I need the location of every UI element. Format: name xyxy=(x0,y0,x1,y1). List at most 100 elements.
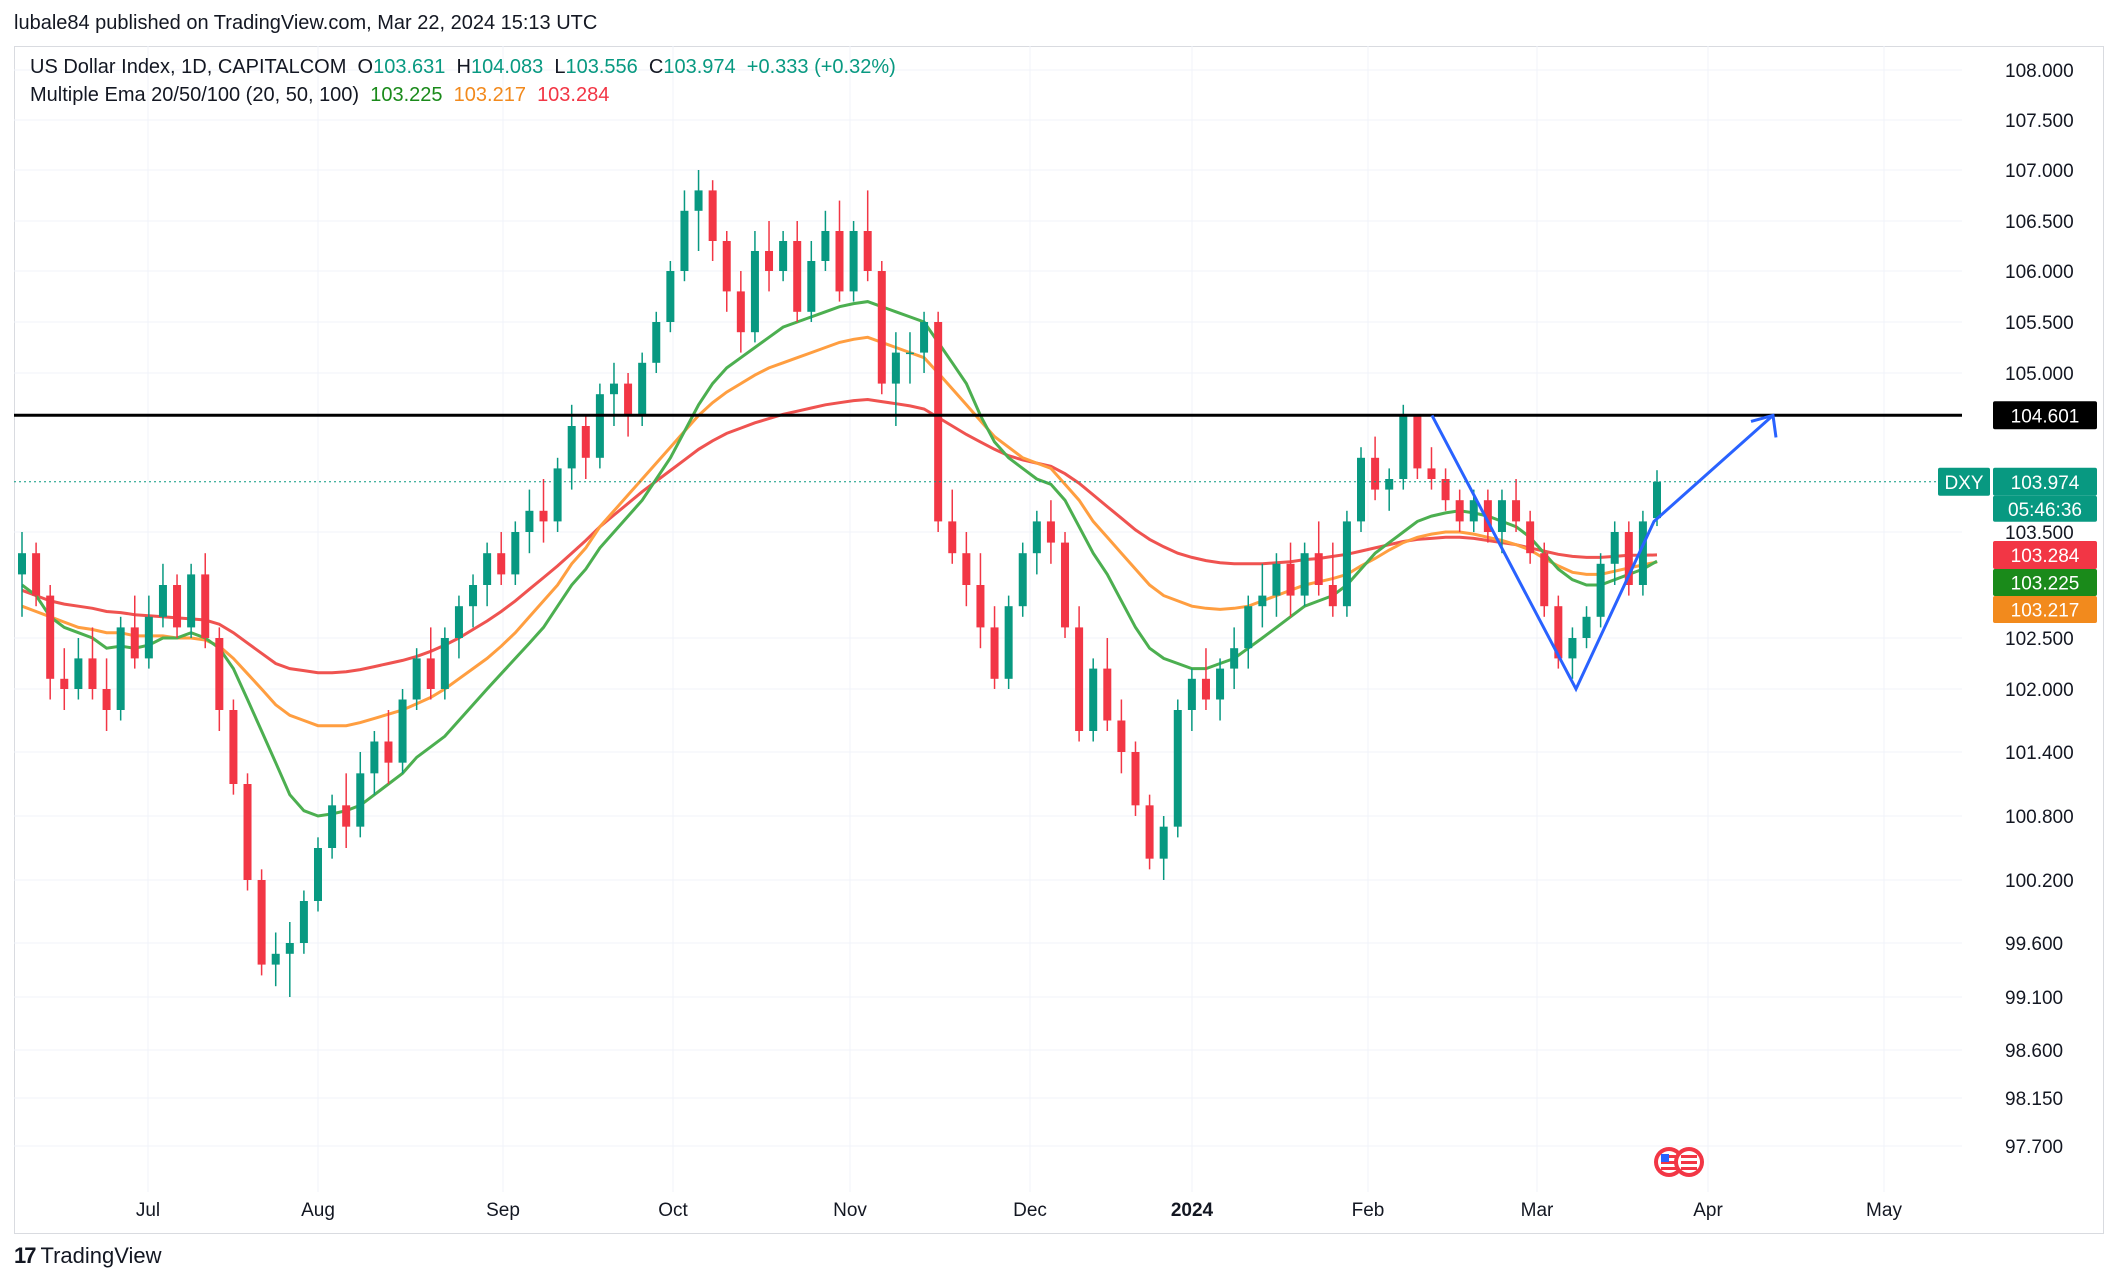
candle-body xyxy=(271,953,280,965)
chart-pane[interactable] xyxy=(14,46,2104,1234)
candle-body xyxy=(144,616,153,659)
candle xyxy=(666,261,675,333)
candle-body xyxy=(765,251,774,271)
v-pattern-line xyxy=(1430,414,1774,693)
candle-body xyxy=(1554,606,1563,659)
us-flag-icon[interactable] xyxy=(1652,1145,1708,1179)
candle-body xyxy=(1201,678,1210,700)
candle xyxy=(511,521,520,585)
candle xyxy=(1300,542,1309,607)
candle xyxy=(976,553,985,649)
arrowhead-icon xyxy=(1750,413,1778,438)
ema100-badge-text: 103.284 xyxy=(2011,546,2080,567)
candle xyxy=(469,574,478,628)
candle xyxy=(1216,658,1225,721)
low-label: L xyxy=(554,56,566,78)
candle xyxy=(1497,489,1506,554)
candle xyxy=(1103,638,1112,731)
price-tick-label: 99.600 xyxy=(2005,934,2063,955)
candle xyxy=(1089,658,1098,742)
candle-body xyxy=(1427,468,1436,479)
candle-body xyxy=(835,231,844,292)
candle xyxy=(1610,521,1619,585)
candle xyxy=(821,210,830,271)
candle-body xyxy=(1159,826,1168,859)
ema20-line xyxy=(21,300,1658,818)
candle-body xyxy=(1089,668,1098,731)
ema50-badge-text: 103.217 xyxy=(2011,601,2080,622)
candle-body xyxy=(1230,648,1239,669)
candle xyxy=(116,616,125,721)
tradingview-logo[interactable]: 17 TradingView xyxy=(14,1243,162,1269)
candle-body xyxy=(1526,521,1535,554)
ema100-badge-bg xyxy=(1993,541,2097,569)
candle xyxy=(328,794,337,859)
candle-body xyxy=(18,553,26,575)
candle-body xyxy=(948,521,957,554)
tradingview-brand-text: TradingView xyxy=(40,1243,162,1268)
price-tick-label: 107.500 xyxy=(2005,111,2074,132)
symbol-label[interactable]: US Dollar Index, 1D, CAPITALCOM xyxy=(30,56,347,78)
candle-body xyxy=(1314,553,1323,585)
price-tick-label: 108.000 xyxy=(2005,61,2074,82)
candle xyxy=(398,689,407,774)
price-tick-label: 102.500 xyxy=(2005,629,2074,650)
candle-body xyxy=(60,678,69,689)
candle-body xyxy=(539,510,548,522)
candle xyxy=(130,595,139,669)
candle xyxy=(1512,479,1521,532)
resistance-badge-text: 104.601 xyxy=(2011,406,2080,427)
candle xyxy=(990,606,999,689)
candle xyxy=(1455,489,1464,532)
ema50-badge: 103.217 xyxy=(1993,596,2097,623)
candle-body xyxy=(1413,415,1422,469)
candle xyxy=(877,261,886,395)
candle-body xyxy=(342,805,351,827)
candle xyxy=(1075,606,1084,742)
candle-body xyxy=(1117,720,1126,752)
candle-body xyxy=(920,322,929,353)
candle xyxy=(215,627,224,731)
open-value: 103.631 xyxy=(373,56,446,78)
close-value: 103.974 xyxy=(663,56,736,78)
candle-body xyxy=(891,352,900,384)
candle xyxy=(1032,510,1041,575)
open-label: O xyxy=(357,56,374,78)
candle-body xyxy=(1075,627,1084,731)
candle xyxy=(32,542,41,607)
candle-body xyxy=(328,805,337,848)
candle-body xyxy=(46,595,55,679)
candle xyxy=(187,563,196,638)
candle-body xyxy=(1300,553,1309,596)
candle xyxy=(74,638,83,700)
candle-body xyxy=(497,553,506,575)
candle-body xyxy=(1018,553,1027,607)
candle-body xyxy=(581,426,590,458)
price-axis[interactable]: 108.000 107.500 107.000 106.500 106.000 105.5… xyxy=(2005,61,2074,1158)
candle xyxy=(18,532,26,617)
price-badges: 104.601 DXY 103.974 05:46:36 103.284 103.225 1… xyxy=(1938,401,2097,623)
candle-body xyxy=(440,638,449,689)
v-pattern-drawing[interactable] xyxy=(1430,413,1778,693)
candle-body xyxy=(1328,585,1337,607)
candle-body xyxy=(1342,521,1351,607)
price-tick-label: 100.800 xyxy=(2005,807,2074,828)
candle xyxy=(299,890,308,954)
indicator-label[interactable]: Multiple Ema 20/50/100 (20, 50, 100) xyxy=(30,84,360,106)
candle-body xyxy=(722,241,731,292)
candle-body xyxy=(1385,479,1394,490)
price-tick-label: 105.000 xyxy=(2005,364,2074,385)
price-tick-label: 97.700 xyxy=(2005,1137,2063,1158)
price-tick-label: 99.100 xyxy=(2005,988,2063,1009)
countdown-badge: 05:46:36 xyxy=(1993,495,2097,522)
candle-body xyxy=(525,510,534,532)
time-axis[interactable]: Jul Aug Sep Oct Nov Dec 2024 Feb Mar Apr May xyxy=(136,1200,1903,1221)
time-tick-label: Sep xyxy=(486,1200,520,1221)
candle xyxy=(1061,532,1070,638)
candle xyxy=(1145,794,1154,870)
candle-body xyxy=(863,231,872,271)
candle xyxy=(1117,699,1126,774)
candle xyxy=(1568,627,1577,679)
candle-body xyxy=(88,658,97,689)
